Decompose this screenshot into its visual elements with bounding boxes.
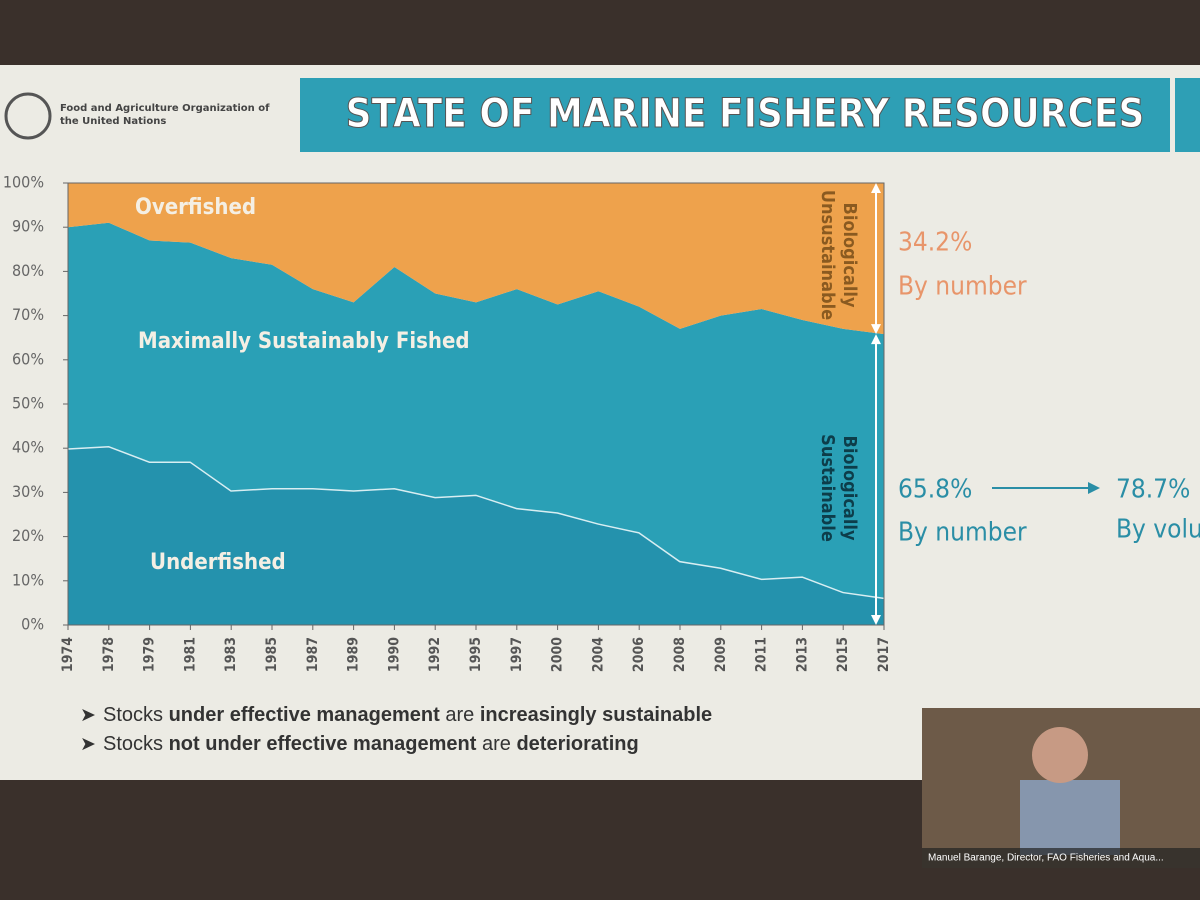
title-bar-edge [1175,78,1200,152]
slide-title: STATE OF MARINE FISHERY RESOURCES [346,91,1145,137]
bullet-part: Stocks [103,704,169,726]
x-tick-label: 2008 [672,637,688,672]
vertical-annotation: BiologicallySustainable [817,434,860,542]
y-tick-label: 30% [12,482,44,501]
bullet-part: under effective management [169,704,441,726]
arrow-head [871,334,881,345]
speaker-body [1020,780,1120,855]
x-tick-label: 1978 [101,637,117,672]
y-tick-label: 50% [12,394,44,413]
bullet-part: not under effective management [169,733,477,755]
x-tick-label: 2004 [590,637,606,672]
annotation: By volume [1116,515,1200,545]
video-caption: Manuel Barange, Director, FAO Fisheries … [928,853,1164,864]
x-tick-label: 1979 [142,637,158,672]
bullet: Stocks not under effective management ar… [103,733,639,755]
arrow-head [871,324,881,335]
area [68,445,884,625]
bullet-part: increasingly sustainable [480,704,712,726]
x-tick-label: 1992 [427,637,443,672]
speaker-head [1032,727,1088,783]
x-tick-label: 1990 [386,637,402,672]
x-tick-label: 1985 [264,637,280,672]
y-tick-label: 100% [3,173,44,192]
annotation: By number [898,518,1027,548]
area [68,183,884,335]
x-tick-label: 2015 [835,637,851,672]
x-tick-label: 2006 [631,637,647,672]
y-tick-label: 90% [12,217,44,236]
y-tick-label: 10% [12,570,44,589]
bullet-part: Stocks [103,733,169,755]
arrow-head [871,183,881,193]
series-label: Maximally Sustainably Fished [138,329,470,354]
x-tick-label: 2013 [794,637,810,672]
x-tick-label: 2000 [550,637,566,672]
org-box: Food and Agriculture Organization of the… [60,103,270,127]
annotation: 78.7% [1116,475,1190,505]
x-tick-label: 2009 [713,637,729,672]
y-tick-label: 70% [12,305,44,324]
bullet-part: are [476,733,516,755]
annotation: 65.8% [898,475,972,505]
x-tick-label: 2011 [754,637,770,672]
series-label: Overfished [135,195,256,220]
y-tick-label: 0% [21,615,44,634]
y-tick-label: 60% [12,349,44,368]
x-tick-label: 1997 [509,637,525,672]
y-tick-label: 80% [12,261,44,280]
bullet-arrow: ➤ [80,705,96,726]
annotation: By number [898,272,1027,302]
bullet-part: deteriorating [516,733,638,755]
x-tick-label: 1983 [223,637,239,672]
bullet: Stocks under effective management are in… [103,704,712,726]
vertical-annotation: BiologicallyUnsustainable [817,190,860,320]
x-tick-label: 1981 [182,637,198,672]
area [68,222,884,598]
arrow-head [871,615,881,625]
bullet-arrow: ➤ [80,734,96,755]
fao-logo [4,92,52,140]
annotation: 34.2% [898,228,972,258]
x-tick-label: 1989 [346,637,362,672]
series-label: Underfished [150,550,286,575]
x-tick-label: 1974 [60,637,76,672]
chart: 0% 10% 20% 30% 40% 50% 60% 70% 80% 90% 100% 1974 197… [3,173,1200,673]
organization: Food and Agriculture Organization of the… [60,103,270,127]
arrow-head [1088,482,1100,494]
bullet-part: are [440,704,480,726]
x-tick-label: 1987 [305,637,321,672]
y-tick-label: 20% [12,526,44,545]
x-tick-label: 1995 [468,637,484,672]
y-tick-label: 40% [12,438,44,457]
x-tick-label: 2017 [876,637,892,672]
title-bar [300,78,1170,152]
caption-bar [922,848,1200,868]
